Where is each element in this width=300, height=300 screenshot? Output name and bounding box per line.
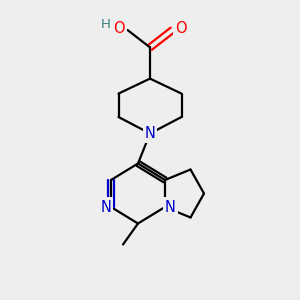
- Text: N: N: [100, 200, 111, 214]
- Text: O: O: [175, 21, 186, 36]
- Text: N: N: [165, 200, 176, 214]
- Text: O: O: [114, 21, 125, 36]
- Text: N: N: [145, 126, 155, 141]
- Text: H: H: [101, 17, 111, 31]
